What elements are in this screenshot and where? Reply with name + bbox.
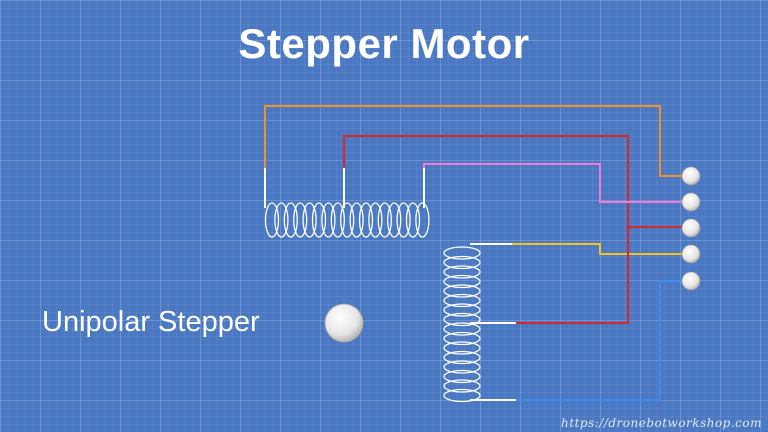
diagram-title: Stepper Motor [238,20,530,67]
coil-turn [443,293,481,308]
coil-turn [302,202,317,238]
coil-turn [274,202,289,238]
coil-turn [443,322,481,336]
terminal-2 [681,192,701,212]
coil-turn [443,255,481,270]
coil-turn [443,312,481,327]
coil-turn [443,341,481,355]
coil-turn [340,202,355,238]
coil-turn [311,202,327,238]
wire-blue [516,280,690,401]
terminal-4 [681,244,701,264]
coil-turn [443,379,481,393]
coil-turn [443,350,481,365]
coil-turn [368,202,383,238]
coil-turn [443,274,481,289]
coil-turn [443,284,481,298]
wire-red-top [343,135,690,228]
coil-turn [396,202,411,238]
wire-red-bottom [516,227,629,324]
wire-pink [423,163,690,203]
indicator-ball [324,303,364,343]
stepper-type-label: Unipolar Stepper [42,306,260,338]
coil-turn [443,331,481,346]
coil-turn [443,246,481,260]
coil-turn [283,202,298,238]
coil-turn [443,303,481,317]
terminals [681,166,701,291]
coil-turn [377,202,392,238]
credit-url: https://dronebotworkshop.com [561,416,762,430]
coil-turn [443,388,481,403]
coil-turn [264,202,280,238]
terminal-1 [681,166,701,186]
coil-turn [330,202,345,238]
vertical-coil [443,243,516,403]
coil-turn [349,202,364,238]
terminal-5 [681,271,701,291]
coil-turn [443,265,481,279]
coil-turn [415,202,430,238]
coil-turn [321,202,336,238]
coil-turn [293,202,308,238]
wire-yellow [512,243,690,255]
coil-turn [358,202,374,238]
coil-turn [387,202,402,238]
terminal-3 [681,218,701,238]
wire-orange [264,105,690,177]
coil-turn [443,369,481,384]
horizontal-coil [264,168,430,238]
coil-turn [405,202,421,238]
coil-turn [443,360,481,374]
